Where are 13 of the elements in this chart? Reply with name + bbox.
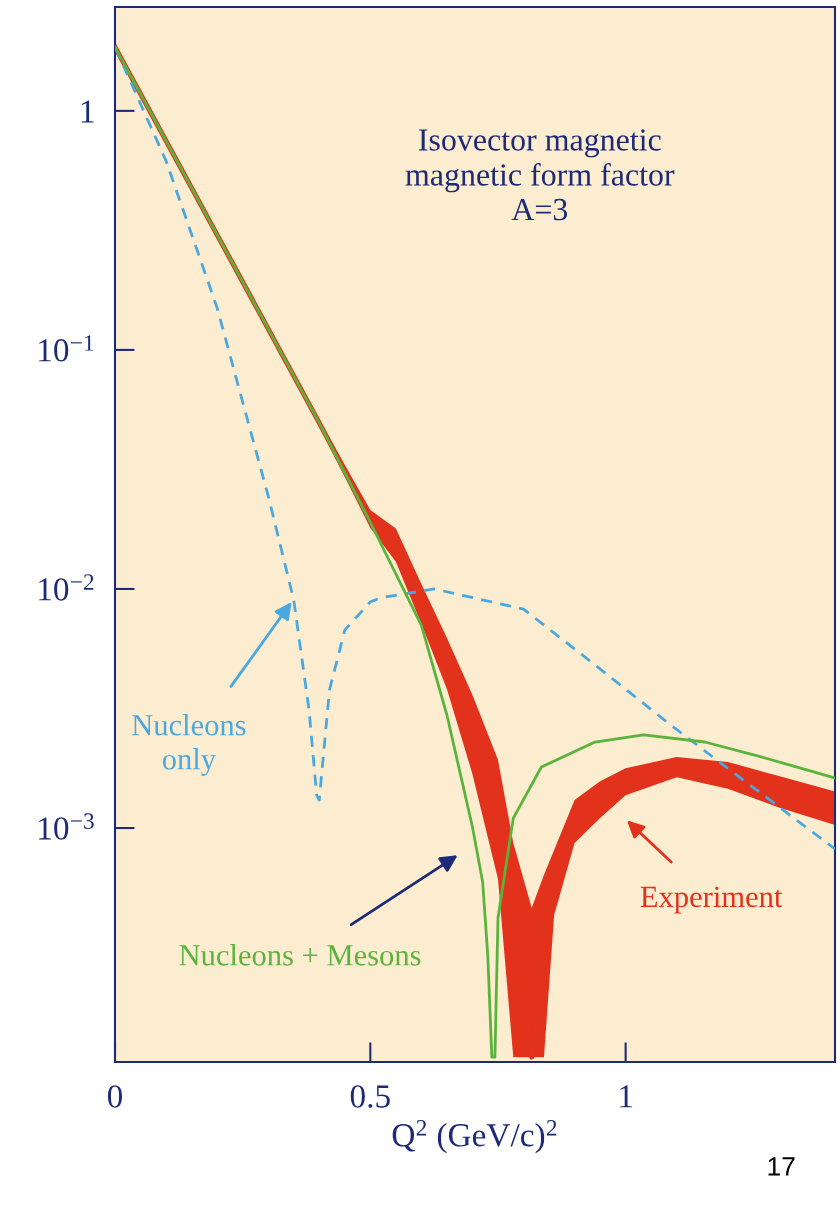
x-tick-label: 0.5 (350, 1085, 390, 1108)
y-tick-label: 10$^{−1}$ (39, 335, 94, 362)
x-tick-label: 1 (620, 1085, 632, 1108)
x-axis-title: Q$^{2}$ (GeV/c)$^{2}$ (392, 1120, 557, 1154)
y-tick-label: 10$^{−2}$ (39, 574, 94, 601)
y-tick-label: 10$^{−3}$ (39, 813, 94, 840)
y-tick-label: 1 (81, 100, 94, 123)
annotation: Experiment (640, 886, 783, 914)
x-tick-label: 0 (107, 1085, 123, 1108)
text: 17 (768, 1157, 795, 1176)
annotation: Nucleons only (132, 714, 246, 776)
text: Isovector magnetic magnetic form factor A=3 (405, 129, 675, 221)
annotation: Nucleons + Mesons (179, 944, 421, 966)
